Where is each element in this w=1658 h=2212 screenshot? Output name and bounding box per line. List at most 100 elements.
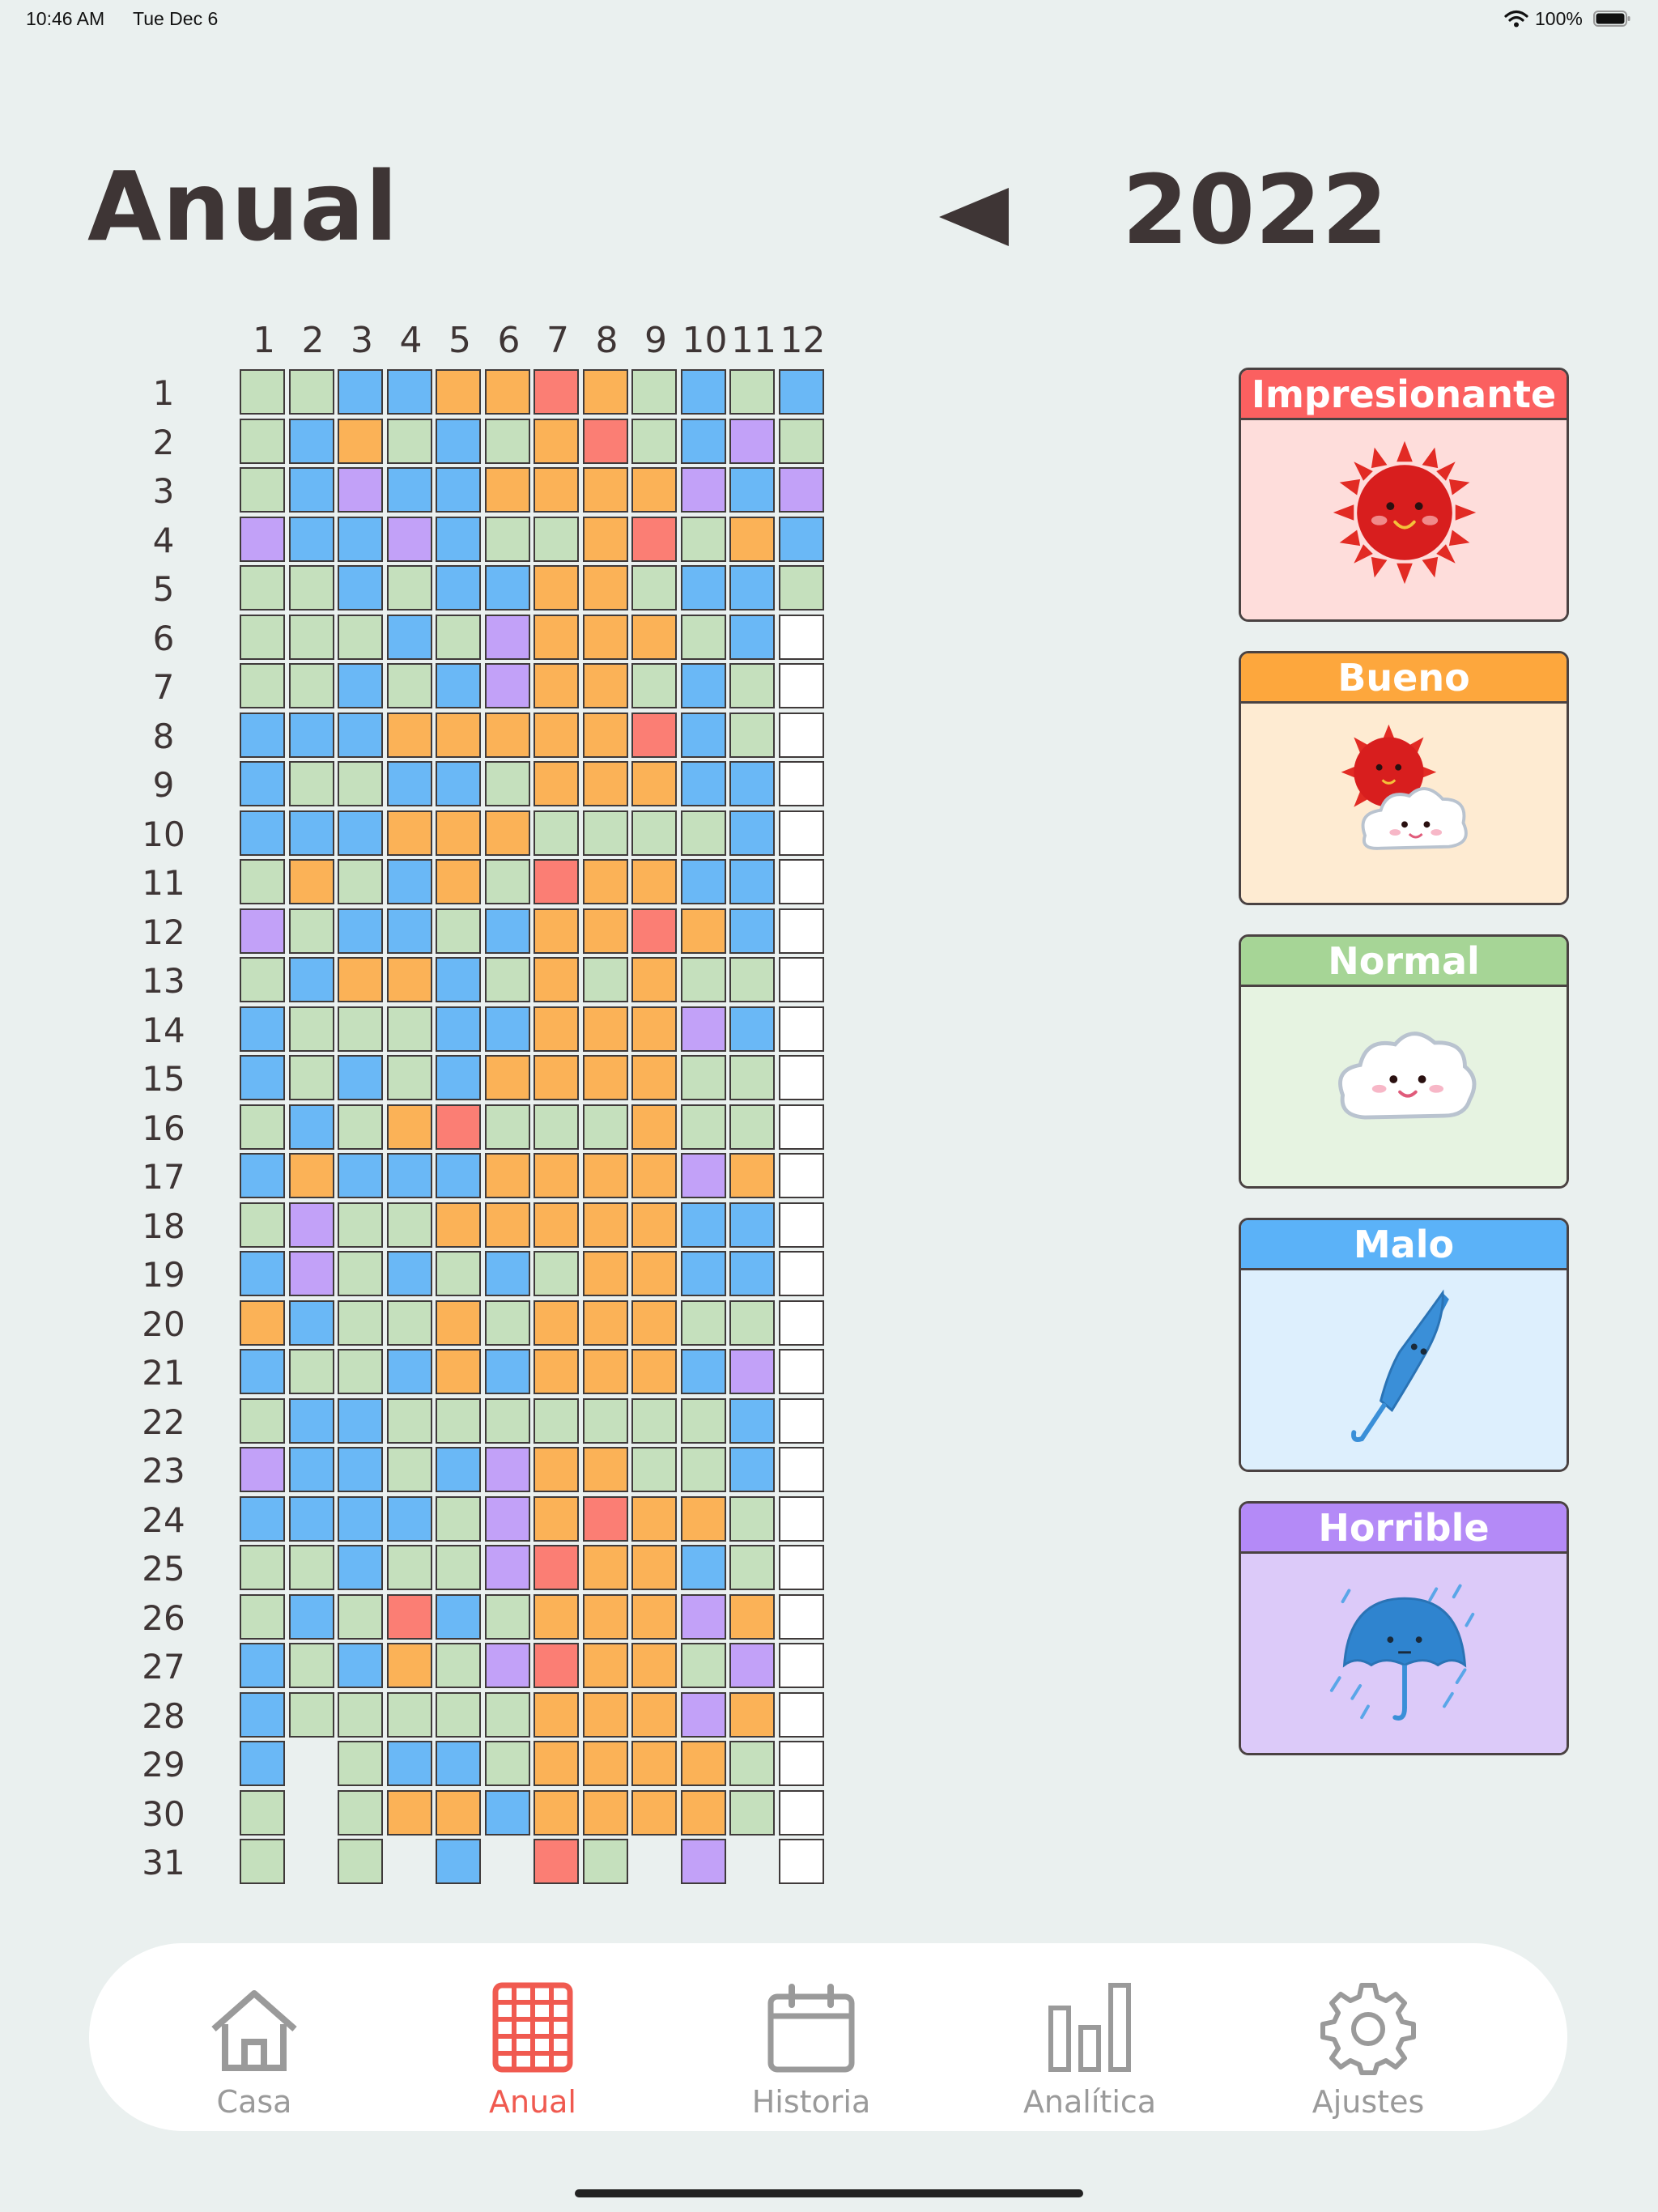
day-cell[interactable] — [240, 859, 285, 904]
day-cell[interactable] — [631, 418, 677, 464]
day-cell[interactable] — [436, 1495, 481, 1542]
day-cell[interactable] — [240, 565, 285, 610]
day-cell[interactable] — [240, 810, 285, 856]
day-cell[interactable] — [534, 1300, 579, 1346]
day-cell[interactable] — [288, 1153, 334, 1198]
day-cell[interactable] — [288, 859, 334, 904]
day-cell[interactable] — [436, 1104, 481, 1150]
day-cell[interactable] — [778, 1495, 824, 1542]
day-cell[interactable] — [778, 859, 824, 904]
day-cell[interactable] — [288, 1593, 334, 1640]
day-cell[interactable] — [338, 565, 383, 610]
day-cell[interactable] — [288, 1202, 334, 1248]
day-cell[interactable] — [484, 1545, 530, 1590]
day-cell[interactable] — [240, 761, 285, 806]
day-cell[interactable] — [338, 810, 383, 856]
day-cell[interactable] — [680, 1643, 726, 1688]
day-cell[interactable] — [534, 369, 579, 415]
day-cell[interactable] — [240, 1349, 285, 1394]
day-cell[interactable] — [778, 467, 824, 513]
day-cell[interactable] — [338, 1643, 383, 1688]
day-cell[interactable] — [729, 1251, 775, 1296]
day-cell[interactable] — [436, 1349, 481, 1394]
day-cell[interactable] — [582, 1006, 628, 1052]
day-cell[interactable] — [386, 1104, 432, 1150]
day-cell[interactable] — [631, 1104, 677, 1150]
day-cell[interactable] — [778, 516, 824, 562]
day-cell[interactable] — [778, 663, 824, 708]
day-cell[interactable] — [484, 712, 530, 758]
day-cell[interactable] — [631, 957, 677, 1002]
day-cell[interactable] — [338, 1691, 383, 1738]
day-cell[interactable] — [631, 1006, 677, 1052]
day-cell[interactable] — [240, 957, 285, 1002]
day-cell[interactable] — [288, 1447, 334, 1492]
day-cell[interactable] — [288, 1349, 334, 1394]
day-cell[interactable] — [240, 908, 285, 954]
day-cell[interactable] — [338, 516, 383, 562]
day-cell[interactable] — [386, 957, 432, 1002]
day-cell[interactable] — [631, 1545, 677, 1590]
day-cell[interactable] — [680, 1251, 726, 1296]
day-cell[interactable] — [338, 369, 383, 415]
day-cell[interactable] — [680, 369, 726, 415]
day-cell[interactable] — [386, 1006, 432, 1052]
day-cell[interactable] — [631, 1300, 677, 1346]
day-cell[interactable] — [680, 1839, 726, 1884]
day-cell[interactable] — [288, 761, 334, 806]
day-cell[interactable] — [338, 1545, 383, 1590]
day-cell[interactable] — [680, 761, 726, 806]
day-cell[interactable] — [582, 1643, 628, 1688]
day-cell[interactable] — [778, 1006, 824, 1052]
day-cell[interactable] — [534, 1055, 579, 1100]
day-cell[interactable] — [338, 663, 383, 708]
day-cell[interactable] — [288, 957, 334, 1002]
day-cell[interactable] — [778, 1349, 824, 1394]
day-cell[interactable] — [778, 614, 824, 660]
day-cell[interactable] — [288, 369, 334, 415]
day-cell[interactable] — [778, 1691, 824, 1738]
day-cell[interactable] — [778, 369, 824, 415]
day-cell[interactable] — [680, 1741, 726, 1786]
day-cell[interactable] — [631, 369, 677, 415]
day-cell[interactable] — [778, 1202, 824, 1248]
day-cell[interactable] — [729, 1643, 775, 1688]
day-cell[interactable] — [778, 1055, 824, 1100]
day-cell[interactable] — [631, 1055, 677, 1100]
day-cell[interactable] — [631, 908, 677, 954]
day-cell[interactable] — [436, 1251, 481, 1296]
day-cell[interactable] — [778, 1251, 824, 1296]
day-cell[interactable] — [582, 1691, 628, 1738]
day-cell[interactable] — [534, 859, 579, 904]
day-cell[interactable] — [484, 1251, 530, 1296]
day-cell[interactable] — [240, 369, 285, 415]
day-cell[interactable] — [729, 1691, 775, 1738]
day-cell[interactable] — [240, 1691, 285, 1738]
day-cell[interactable] — [778, 1789, 824, 1836]
day-cell[interactable] — [534, 712, 579, 758]
day-cell[interactable] — [484, 369, 530, 415]
day-cell[interactable] — [631, 1153, 677, 1198]
day-cell[interactable] — [338, 761, 383, 806]
day-cell[interactable] — [240, 1251, 285, 1296]
day-cell[interactable] — [680, 1055, 726, 1100]
day-cell[interactable] — [436, 1741, 481, 1786]
day-cell[interactable] — [778, 1741, 824, 1786]
day-cell[interactable] — [436, 859, 481, 904]
day-cell[interactable] — [240, 467, 285, 513]
day-cell[interactable] — [582, 1104, 628, 1150]
day-cell[interactable] — [534, 1397, 579, 1444]
day-cell[interactable] — [240, 1495, 285, 1542]
day-cell[interactable] — [729, 1202, 775, 1248]
day-cell[interactable] — [582, 663, 628, 708]
day-cell[interactable] — [729, 908, 775, 954]
day-cell[interactable] — [729, 1397, 775, 1444]
day-cell[interactable] — [338, 1006, 383, 1052]
day-cell[interactable] — [631, 712, 677, 758]
day-cell[interactable] — [484, 810, 530, 856]
day-cell[interactable] — [534, 516, 579, 562]
day-cell[interactable] — [338, 614, 383, 660]
tab-historia[interactable]: Historia — [706, 1979, 916, 2125]
day-cell[interactable] — [778, 1153, 824, 1198]
day-cell[interactable] — [582, 467, 628, 513]
